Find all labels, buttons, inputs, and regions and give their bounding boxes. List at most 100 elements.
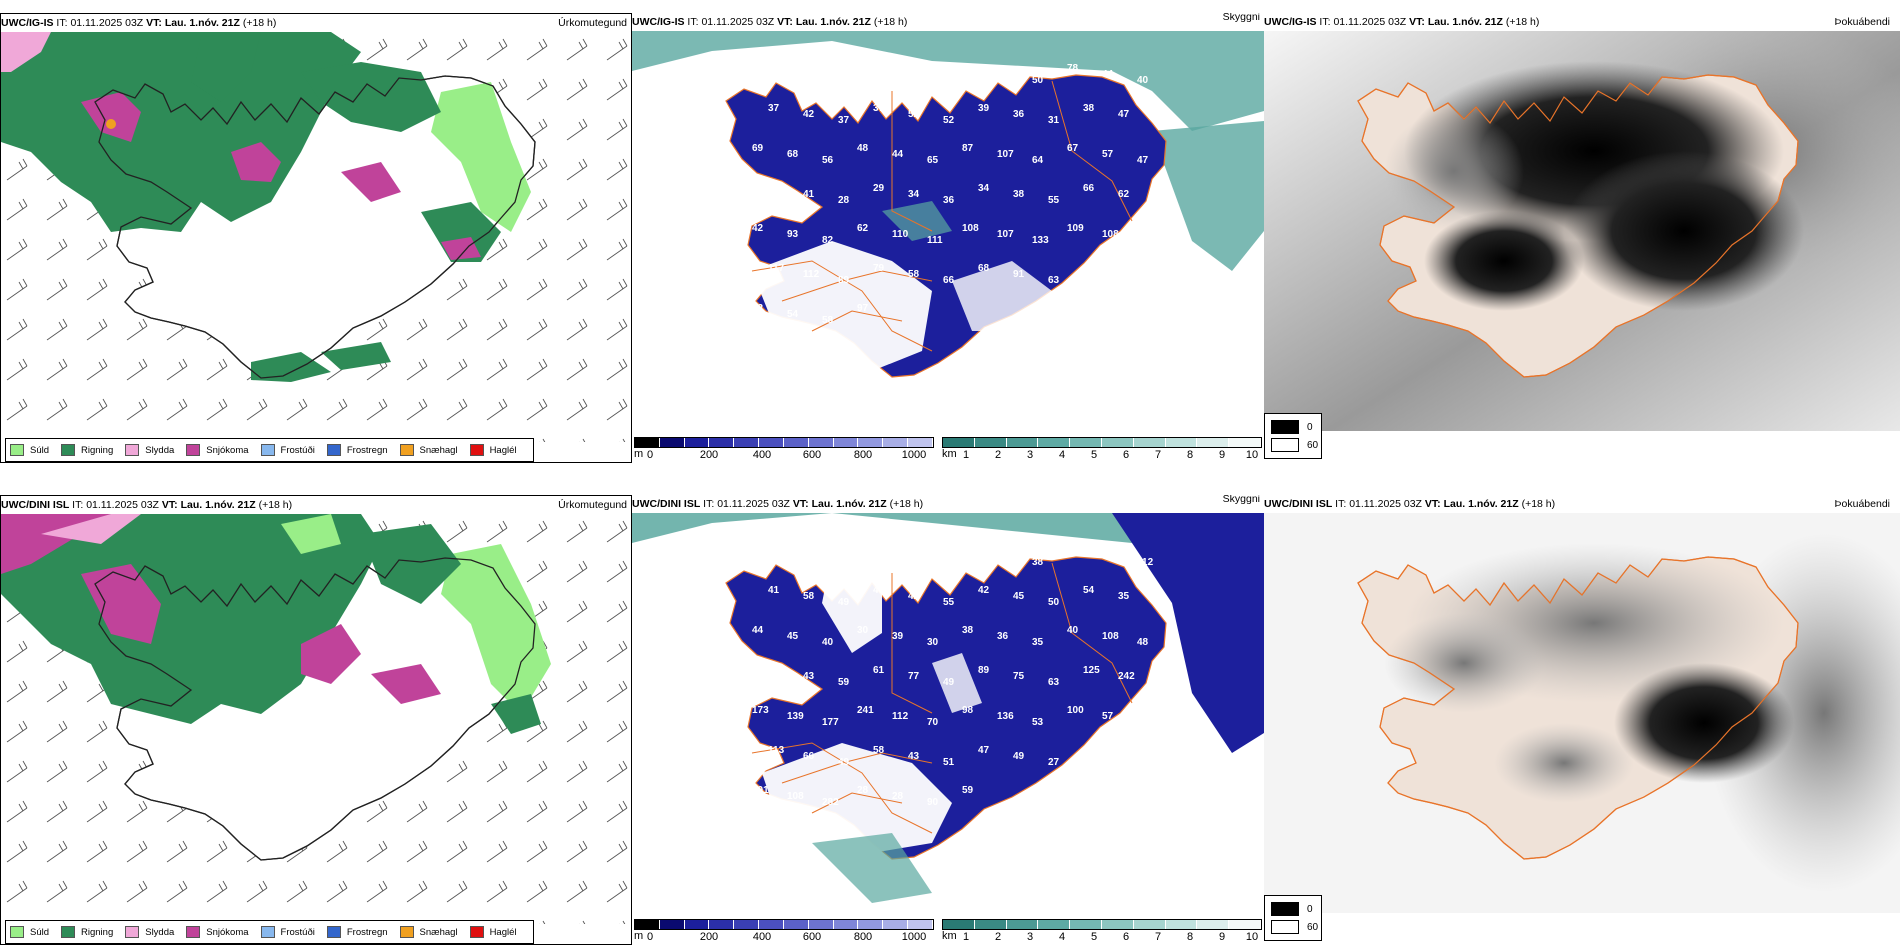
- cloud-base-label: 28: [838, 195, 850, 206]
- cloud-base-label: 108: [1102, 631, 1119, 642]
- fog-panel-dini: UWC/DINI ISL IT: 01.11.2025 03Z VT: Lau.…: [1264, 495, 1900, 945]
- panel-header: UWC/DINI ISL IT: 01.11.2025 03Z VT: Lau.…: [1, 496, 631, 514]
- fog-legend-high: 60: [1307, 921, 1319, 933]
- cloud-base-label: 42: [908, 591, 920, 602]
- precip-legend: Súld Rigning Slydda Snjókoma Frostúði Fr…: [5, 920, 534, 944]
- ceiling-scale: m 0 200 400 600 800 1000: [634, 437, 934, 463]
- ceiling-tick: 800: [853, 931, 873, 943]
- cloud-base-label: 305: [1153, 677, 1170, 688]
- cloud-base-label: 44: [892, 149, 904, 160]
- precip-panel-dini: UWC/DINI ISL IT: 01.11.2025 03Z VT: Lau.…: [0, 495, 632, 945]
- cloud-base-label: 45: [787, 631, 799, 642]
- ceiling-tick: 200: [699, 931, 719, 943]
- cloud-base-label: 40: [927, 557, 939, 568]
- cloud-base-label: 89: [978, 665, 990, 676]
- cloud-base-label: 91: [1013, 269, 1025, 280]
- cloud-base-label: 63: [1048, 275, 1060, 286]
- cloud-base-label: 36: [1013, 109, 1025, 120]
- issue-time-label: IT:: [72, 499, 84, 511]
- cloud-base-label: 61: [873, 665, 885, 676]
- field-name: Skyggni: [1222, 495, 1260, 505]
- cloud-base-label: 28: [857, 785, 869, 796]
- cloud-base-label: 48: [1137, 637, 1149, 648]
- cloud-base-label: 97: [892, 551, 904, 562]
- ceiling-tick: 600: [802, 449, 822, 461]
- cloud-base-label: 103: [1083, 745, 1100, 756]
- cloud-base-label: 69: [822, 557, 834, 568]
- ceiling-colorbar: [634, 919, 934, 930]
- visibility-scale: km 1 2 3 4 5 6 7 8 9 10: [942, 437, 1262, 463]
- ceiling-scale: m 0 200 400 600 800 1000: [634, 919, 934, 945]
- cloud-base-label: 49: [873, 585, 885, 596]
- cloud-base-label: 37: [873, 103, 885, 114]
- cloud-base-label: 113: [768, 745, 785, 756]
- cloud-base-label: 41: [803, 189, 815, 200]
- cloud-base-label: 35: [1032, 637, 1044, 648]
- ceiling-tick: 400: [752, 449, 772, 461]
- issue-time-label: IT:: [1319, 16, 1331, 28]
- valid-time: Lau. 1.nóv. 21Z: [1427, 16, 1503, 28]
- visibility-scale: km 1 2 3 4 5 6 7 8 9 10: [942, 919, 1262, 945]
- cloud-base-label: 121: [962, 545, 979, 556]
- fog-legend: 0 60: [1264, 413, 1322, 459]
- fog-legend-low: 0: [1307, 903, 1313, 915]
- visibility-tick: 2: [994, 449, 1002, 461]
- cloud-base-label: 59: [838, 677, 850, 688]
- cloud-base-label: 198: [1118, 751, 1135, 762]
- cloud-base-label: 27: [1048, 757, 1060, 768]
- ceiling-unit: m: [634, 448, 644, 460]
- visibility-tick: 1: [962, 931, 970, 943]
- lead-time: (+18 h): [1505, 16, 1540, 28]
- cloud-base-label: 101: [752, 785, 769, 796]
- cloud-base-label: 93: [1083, 263, 1095, 274]
- fog-legend: 0 60: [1264, 895, 1322, 941]
- visibility-tick: 10: [1245, 449, 1259, 461]
- cloud-base-label: 50: [1048, 597, 1060, 608]
- cloud-base-label: 96: [752, 545, 764, 556]
- cloud-base-label: 54: [787, 309, 799, 320]
- visibility-colorbar: [942, 919, 1262, 930]
- cloud-base-label: 59: [962, 785, 974, 796]
- cloud-base-label: 98: [962, 705, 974, 716]
- fog-legend-high: 60: [1307, 439, 1319, 451]
- cloud-base-label: 31: [1048, 115, 1060, 126]
- visibility-tick: 9: [1218, 449, 1226, 461]
- lead-time: (+18 h): [242, 17, 277, 29]
- cloud-base-label: 136: [997, 711, 1014, 722]
- cloud-base-label: 53: [1032, 717, 1044, 728]
- cloud-map: 96 61 69 50 97 40 121 98 38 43 42 112 41 58 49 49 42 55 42…: [632, 513, 1264, 913]
- issue-time: 01.11.2025 03Z: [1349, 498, 1422, 510]
- cloud-base-label: 242: [1118, 671, 1135, 682]
- cloud-base-label: 108: [962, 223, 979, 234]
- cloud-map: 122 152 116 149 151 70 76 65 50 78 44 40 37 42 37 37 52 5…: [632, 31, 1264, 431]
- visibility-tick: 10: [1245, 931, 1259, 943]
- cloud-base-label: 152: [787, 69, 804, 80]
- cloud-base-label: 68: [787, 149, 799, 160]
- legend-item-slydda: Slydda: [125, 444, 174, 456]
- fog-panel-igis: UWC/IG-IS IT: 01.11.2025 03Z VT: Lau. 1.…: [1264, 13, 1900, 463]
- cloud-base-label: 45: [1013, 591, 1025, 602]
- model-name: UWC/DINI ISL: [632, 498, 701, 510]
- cloud-base-label: 241: [857, 705, 874, 716]
- cloud-base-label: 65: [927, 155, 939, 166]
- cloud-base-label: 100: [1067, 705, 1084, 716]
- field-name: Þokuábendi: [1834, 16, 1890, 28]
- cloud-base-label: 34: [978, 183, 990, 194]
- ceiling-tick: 800: [853, 449, 873, 461]
- panel-header: UWC/IG-IS IT: 01.11.2025 03Z VT: Lau. 1.…: [1, 14, 631, 32]
- model-name: UWC/DINI ISL: [1, 499, 70, 511]
- valid-time: Lau. 1.nóv. 21Z: [1443, 498, 1519, 510]
- field-name: Úrkomutegund: [558, 17, 627, 29]
- cloud-base-label: 38: [1013, 189, 1025, 200]
- ceiling-tick: 0: [646, 449, 654, 461]
- road-network: [751, 562, 1133, 834]
- cloud-base-label: 63: [1048, 677, 1060, 688]
- cloud-base-label: 108: [1102, 229, 1119, 240]
- cloud-base-label: 42: [1102, 551, 1114, 562]
- legend-item-frostregn: Frostregn: [326, 926, 388, 938]
- ceiling-colorbar: [634, 437, 934, 448]
- precip-map: [1, 514, 631, 924]
- legend-item-haglel: Haglél: [469, 444, 517, 456]
- visibility-colorbar: [942, 437, 1262, 448]
- cloud-base-label: 37: [768, 103, 780, 114]
